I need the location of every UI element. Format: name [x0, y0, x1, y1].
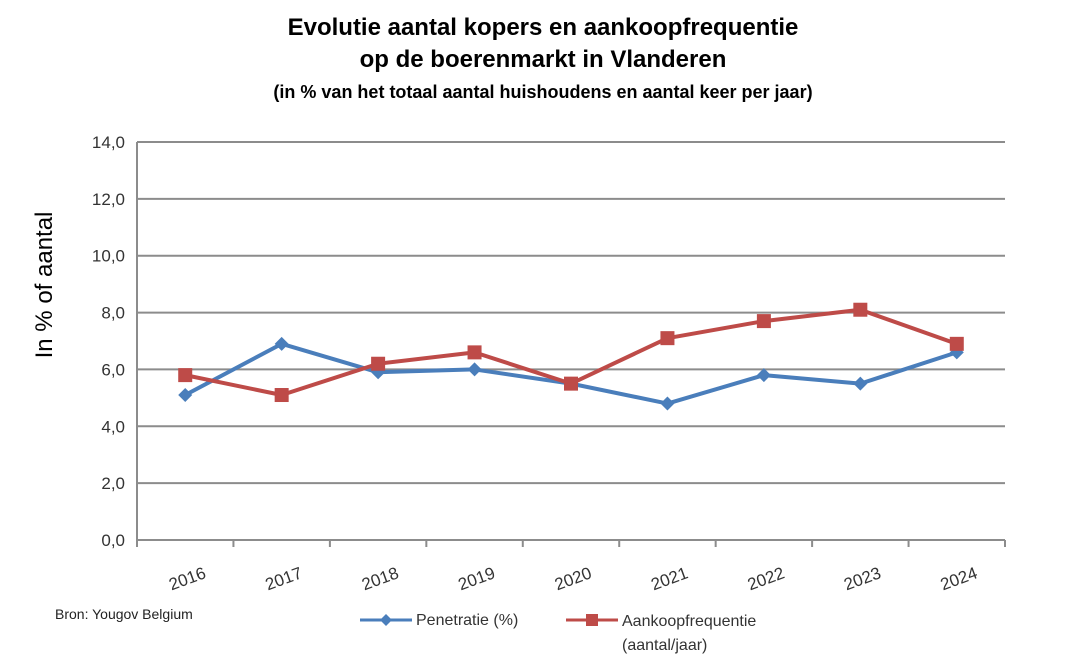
data-point-aankoopfrequentie: [949, 336, 964, 351]
y-tick-label: 14,0: [92, 133, 125, 152]
data-point-penetratie: [274, 336, 289, 351]
data-point-aankoopfrequentie: [564, 376, 578, 391]
x-tick-label: 2016: [166, 563, 208, 594]
data-point-penetratie: [853, 376, 868, 391]
x-tick-label: 2017: [263, 563, 305, 594]
legend-label-aankoopfrequentie: Aankoopfrequentie (aantal/jaar): [622, 613, 757, 654]
y-axis-title: In % of aantal: [31, 212, 58, 359]
y-tick-label: 2,0: [101, 474, 125, 493]
data-point-aankoopfrequentie: [467, 345, 482, 360]
data-point-aankoopfrequentie: [756, 314, 771, 329]
legend-label-penetratie: Penetratie (%): [416, 612, 519, 629]
x-tick-label: 2020: [552, 563, 594, 594]
data-point-penetratie: [467, 362, 482, 377]
data-point-aankoopfrequentie: [178, 368, 193, 383]
data-point-penetratie: [660, 396, 675, 411]
x-tick-label: 2023: [841, 563, 883, 594]
data-point-penetratie: [178, 388, 193, 403]
y-tick-label: 6,0: [101, 360, 125, 379]
x-tick-label: 2021: [649, 563, 691, 594]
y-tick-label: 10,0: [92, 247, 125, 266]
x-tick-label: 2018: [359, 563, 401, 594]
data-point-aankoopfrequentie: [660, 331, 675, 346]
legend-marker-aankoopfrequentie: [566, 614, 618, 626]
chart-title: Evolutie aantal kopers en aankoopfrequen…: [287, 14, 799, 41]
y-tick-label: 8,0: [101, 304, 125, 323]
y-tick-label: 4,0: [101, 417, 125, 436]
y-tick-label: 12,0: [92, 190, 125, 209]
x-tick-label: 2024: [938, 563, 980, 594]
legend-item-aankoopfrequentie: Aankoopfrequentie (aantal/jaar): [566, 610, 822, 658]
chart-subtitle: (in % van het totaal aantal huishoudens …: [273, 82, 813, 102]
data-point-penetratie: [756, 368, 771, 383]
data-point-aankoopfrequentie: [371, 356, 386, 371]
x-tick-label: 2022: [745, 563, 787, 594]
y-tick-label: 0,0: [101, 531, 125, 550]
source-note: Bron: Yougov Belgium: [55, 606, 193, 622]
data-point-aankoopfrequentie: [274, 388, 289, 403]
legend-item-penetratie: Penetratie (%): [360, 610, 518, 632]
legend-marker-penetratie: [360, 614, 412, 626]
data-point-aankoopfrequentie: [853, 302, 868, 317]
chart-title-line2: op de boerenmarkt in Vlanderen: [359, 46, 727, 73]
series-line-penetratie: [184, 341, 958, 406]
x-tick-label: 2019: [456, 563, 498, 594]
